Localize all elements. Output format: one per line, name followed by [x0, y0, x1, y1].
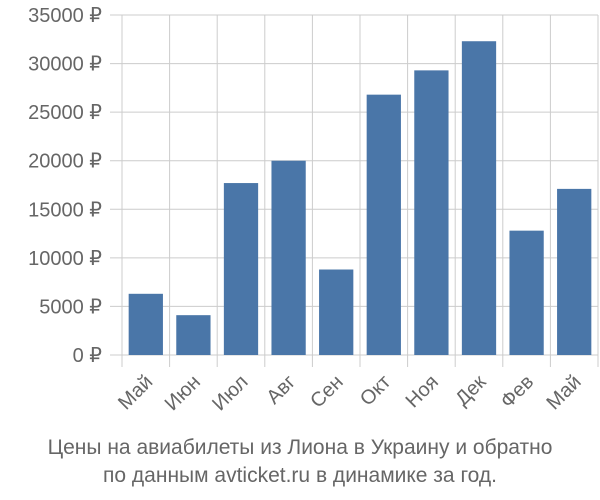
bar: [176, 315, 211, 355]
x-tick-label: Дек: [451, 371, 490, 410]
bar: [128, 293, 163, 355]
y-tick-label: 30000 ₽: [28, 54, 102, 76]
x-tick-label: Июн: [161, 371, 205, 415]
y-tick-label: 25000 ₽: [28, 102, 102, 124]
x-tick-label: Июл: [208, 371, 252, 415]
x-tick-label: Окт: [356, 371, 395, 410]
y-tick-label: 20000 ₽: [28, 151, 102, 173]
y-tick-label: 15000 ₽: [28, 199, 102, 221]
caption-line-2: по данным avticket.ru в динамике за год.: [103, 464, 497, 487]
x-tick-label: Сен: [306, 371, 347, 412]
y-tick-label: 0 ₽: [73, 345, 103, 367]
x-tick-label: Фев: [496, 371, 538, 413]
bar: [509, 230, 544, 355]
caption-line-1: Цены на авиабилеты из Лиона в Украину и …: [47, 436, 553, 459]
bar: [414, 70, 449, 355]
bar: [319, 269, 354, 355]
y-tick-label: 35000 ₽: [28, 5, 102, 27]
bars: [128, 41, 592, 356]
bar: [223, 183, 259, 355]
x-tick-label: Май: [114, 371, 157, 414]
x-tick-label: Авг: [262, 371, 300, 409]
y-tick-label: 5000 ₽: [39, 296, 102, 318]
y-axis-ticks: 0 ₽ 5000 ₽ 10000 ₽ 15000 ₽ 20000 ₽ 25000 ₽ 300…: [28, 5, 102, 367]
bar: [271, 160, 306, 355]
y-tick-label: 10000 ₽: [28, 248, 102, 270]
x-tick-label: Ноя: [402, 371, 443, 412]
x-axis-ticks: Май Июн Июл Авг Сен Окт Ноя Дек Фев Май: [114, 371, 586, 415]
bar: [461, 41, 497, 355]
grid-lines: [110, 14, 599, 367]
bar: [366, 94, 401, 356]
bar: [557, 188, 592, 355]
x-tick-label: Май: [542, 371, 585, 414]
